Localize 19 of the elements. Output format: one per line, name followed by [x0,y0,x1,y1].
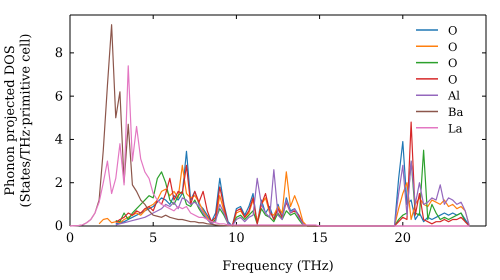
x-tick-label: 20 [394,231,412,246]
legend-label: Ba [448,105,464,119]
y-tick-label: 8 [54,46,63,62]
y-tick-label: 4 [54,132,63,148]
legend-label: O [448,56,458,70]
x-axis-title: Frequency (THz) [222,259,334,274]
legend-label: Al [447,88,460,103]
y-tick-label: 2 [54,176,63,191]
legend-label: La [448,121,463,136]
x-tick-label: 15 [311,231,328,246]
y-tick-label: 6 [54,89,63,104]
legend-label: O [448,40,458,54]
y-axis-title: Phonon projected DOS (States/THz·primitive cell) [3,33,34,208]
x-tick-label: 0 [66,231,74,246]
x-tick-label: 5 [149,231,158,246]
legend-label: O [448,72,458,86]
x-tick-label: 10 [228,231,245,246]
y-tick-label: 0 [54,219,63,234]
legend-label: O [448,24,458,38]
